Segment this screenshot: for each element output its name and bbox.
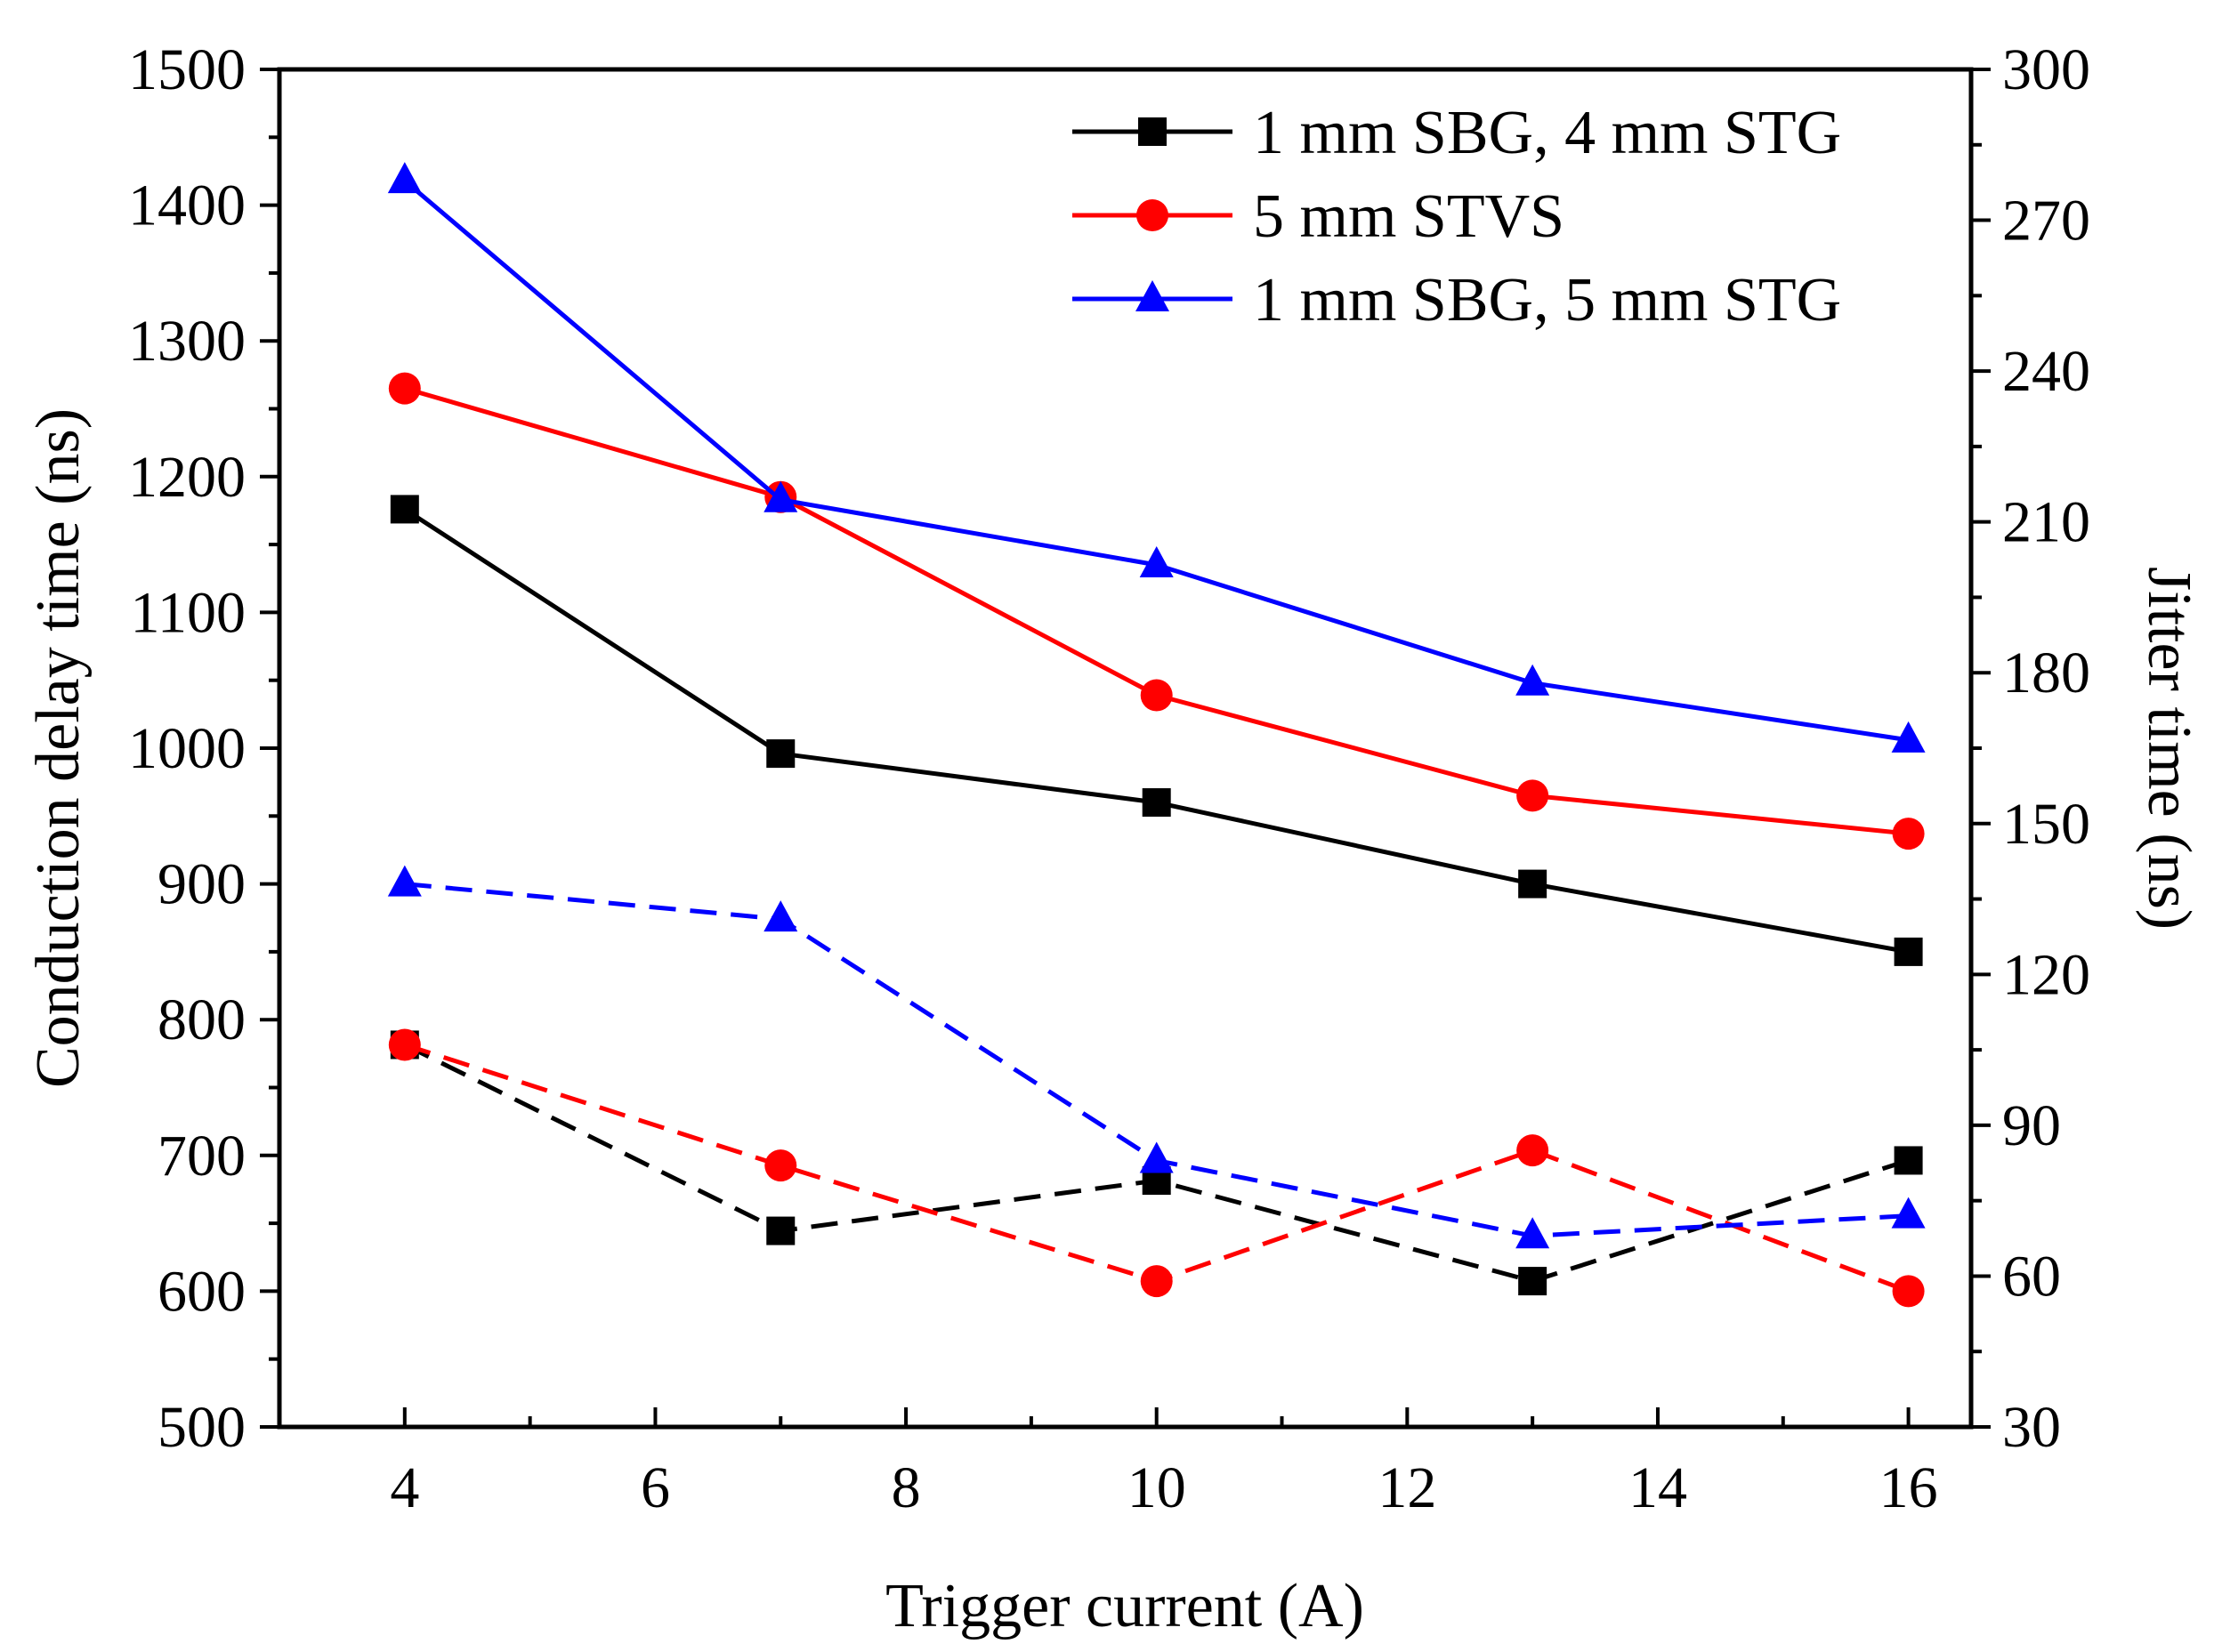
y-tick-label: 500 xyxy=(158,1395,246,1460)
data-point xyxy=(1516,1134,1549,1167)
data-point xyxy=(1516,779,1549,812)
y2-tick-label: 270 xyxy=(2002,189,2090,254)
y-tick-label: 1500 xyxy=(128,37,246,102)
legend-item: 5 mm STVS xyxy=(1072,182,1564,251)
y-tick-label: 1200 xyxy=(128,445,246,510)
y2-tick-label: 30 xyxy=(2002,1395,2061,1460)
x-tick-label: 14 xyxy=(1628,1455,1687,1520)
data-point xyxy=(1894,937,1923,966)
data-point xyxy=(1892,818,1925,850)
data-point xyxy=(388,1028,421,1061)
legend-item: 1 mm SBG, 4 mm STG xyxy=(1072,99,1841,167)
series-jitter-5 xyxy=(387,865,1926,1249)
x-axis-title: Trigger current (A) xyxy=(885,1572,1364,1640)
data-point xyxy=(764,900,798,932)
legend-marker xyxy=(1138,117,1167,146)
data-point xyxy=(766,1216,796,1245)
y-tick-label: 1300 xyxy=(128,309,246,374)
data-point xyxy=(387,162,422,194)
legend-label: 1 mm SBG, 4 mm STG xyxy=(1253,99,1841,167)
series-layer xyxy=(387,162,1926,1308)
data-point xyxy=(388,372,421,405)
data-point xyxy=(1139,1141,1174,1173)
y2-axis-title: Jitter time (ns) xyxy=(2135,567,2203,930)
series-delay-1 xyxy=(388,372,1925,850)
data-point xyxy=(1515,664,1550,696)
data-point xyxy=(1139,545,1174,577)
y-axis-title: Conduction delay time (ns) xyxy=(24,408,93,1088)
legend-label: 5 mm STVS xyxy=(1253,182,1564,251)
data-point xyxy=(766,739,796,769)
data-point xyxy=(1518,869,1547,899)
y2-tick-label: 240 xyxy=(2002,339,2090,404)
legend-item: 1 mm SBG, 5 mm STG xyxy=(1072,266,1841,334)
y-tick-label: 1400 xyxy=(128,173,246,238)
y2-tick-label: 150 xyxy=(2002,792,2090,857)
data-point xyxy=(1518,1267,1547,1296)
y2-tick-label: 90 xyxy=(2002,1093,2061,1158)
axes: 4 6 8 10 12 14 16 500 600 700 800 900 1000 1100 1200 13… xyxy=(128,37,2090,1520)
x-tick-label: 8 xyxy=(892,1455,921,1520)
y2-tick-label: 210 xyxy=(2002,490,2090,555)
legend-marker xyxy=(1135,280,1169,311)
data-point xyxy=(387,865,422,897)
x-tick-label: 4 xyxy=(390,1455,419,1520)
series-delay-0 xyxy=(390,495,1923,966)
data-point xyxy=(764,1149,797,1182)
series-jitter-4 xyxy=(388,1028,1925,1308)
y-tick-label: 1100 xyxy=(130,580,246,645)
y2-tick-label: 180 xyxy=(2002,641,2090,705)
data-point xyxy=(1515,1217,1550,1249)
data-point xyxy=(764,480,798,512)
x-tick-label: 16 xyxy=(1879,1455,1938,1520)
y-tick-label: 600 xyxy=(158,1259,246,1324)
data-point xyxy=(1142,788,1171,818)
series-line xyxy=(404,386,1909,836)
data-point xyxy=(1891,721,1926,753)
series-delay-2 xyxy=(387,162,1926,753)
y2-tick-label: 60 xyxy=(2002,1244,2061,1309)
y-tick-label: 700 xyxy=(158,1124,246,1189)
data-point xyxy=(1891,1197,1926,1229)
data-point xyxy=(1892,1275,1925,1308)
data-point xyxy=(1140,1265,1173,1298)
y2-tick-label: 120 xyxy=(2002,942,2090,1007)
data-point xyxy=(1140,679,1173,712)
y2-tick-label: 300 xyxy=(2002,37,2090,102)
y-tick-label: 800 xyxy=(158,987,246,1052)
data-point xyxy=(390,495,419,524)
legend: 1 mm SBG, 4 mm STG 5 mm STVS 1 mm SBG, 5 m… xyxy=(1072,99,1841,334)
y-tick-label: 900 xyxy=(158,852,246,917)
legend-label: 1 mm SBG, 5 mm STG xyxy=(1253,266,1841,334)
legend-marker xyxy=(1136,199,1168,231)
x-tick-label: 12 xyxy=(1378,1455,1436,1520)
x-tick-label: 6 xyxy=(641,1455,670,1520)
y-tick-label: 1000 xyxy=(128,716,246,781)
data-point xyxy=(1894,1146,1923,1175)
x-tick-label: 10 xyxy=(1127,1455,1186,1520)
